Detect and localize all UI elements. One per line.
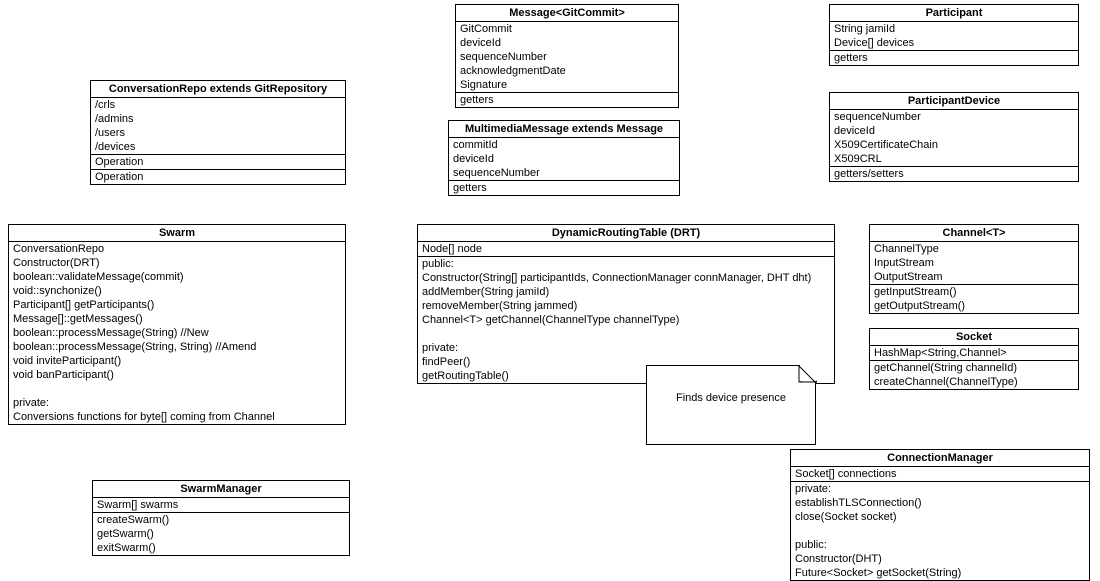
op: getters/setters: [830, 167, 1078, 181]
row: Constructor(DRT): [9, 256, 345, 270]
op: getters: [456, 93, 678, 107]
row: Participant[] getParticipants(): [9, 298, 345, 312]
class-title: Swarm: [9, 225, 345, 242]
row: [418, 327, 834, 341]
op: getInputStream(): [870, 285, 1078, 299]
row: Channel<T> getChannel(ChannelType channe…: [418, 313, 834, 327]
attr: Node[] node: [418, 242, 834, 256]
attr: /users: [91, 126, 345, 140]
class-title: Socket: [870, 329, 1078, 346]
class-multimedia-message: MultimediaMessage extends Message commit…: [448, 120, 680, 196]
note-text: Finds device presence: [647, 366, 815, 412]
row: boolean::processMessage(String) //New: [9, 326, 345, 340]
attr: Socket[] connections: [791, 467, 1089, 481]
row: removeMember(String jammed): [418, 299, 834, 313]
class-socket: Socket HashMap<String,Channel> getChanne…: [869, 328, 1079, 390]
class-connection-manager: ConnectionManager Socket[] connections p…: [790, 449, 1090, 581]
row: private:: [418, 341, 834, 355]
row: void banParticipant(): [9, 368, 345, 382]
op: getters: [449, 181, 679, 195]
attr: String jamiId: [830, 22, 1078, 36]
row: boolean::validateMessage(commit): [9, 270, 345, 284]
attr: ChannelType: [870, 242, 1078, 256]
class-swarm-manager: SwarmManager Swarm[] swarms createSwarm(…: [92, 480, 350, 556]
class-title: DynamicRoutingTable (DRT): [418, 225, 834, 242]
row: void::synchonize(): [9, 284, 345, 298]
class-title: ParticipantDevice: [830, 93, 1078, 110]
class-title: Participant: [830, 5, 1078, 22]
attr: InputStream: [870, 256, 1078, 270]
class-title: Message<GitCommit>: [456, 5, 678, 22]
row: [9, 382, 345, 396]
row: Conversions functions for byte[] coming …: [9, 410, 345, 424]
class-title: ConversationRepo extends GitRepository: [91, 81, 345, 98]
attr: Swarm[] swarms: [93, 498, 349, 512]
row: Constructor(DHT): [791, 552, 1089, 566]
class-channel: Channel<T> ChannelType InputStream Outpu…: [869, 224, 1079, 314]
class-participant: Participant String jamiId Device[] devic…: [829, 4, 1079, 66]
row: addMember(String jamiId): [418, 285, 834, 299]
attr: deviceId: [456, 36, 678, 50]
class-message: Message<GitCommit> GitCommit deviceId se…: [455, 4, 679, 108]
row: close(Socket socket): [791, 510, 1089, 524]
attr: Signature: [456, 78, 678, 92]
attr: HashMap<String,Channel>: [870, 346, 1078, 360]
op: getters: [830, 51, 1078, 65]
attr: Device[] devices: [830, 36, 1078, 50]
row: Message[]::getMessages(): [9, 312, 345, 326]
attr: /devices: [91, 140, 345, 154]
cm-body: private:establishTLSConnection()close(So…: [791, 482, 1089, 580]
row: ConversationRepo: [9, 242, 345, 256]
swarm-body: ConversationRepoConstructor(DRT)boolean:…: [9, 242, 345, 424]
row: Constructor(String[] participantIds, Con…: [418, 271, 834, 285]
op: createChannel(ChannelType): [870, 375, 1078, 389]
attr: /crls: [91, 98, 345, 112]
class-title: ConnectionManager: [791, 450, 1089, 467]
row: public:: [791, 538, 1089, 552]
row: [791, 524, 1089, 538]
note-fold-line-icon: [798, 365, 816, 383]
row: establishTLSConnection(): [791, 496, 1089, 510]
class-swarm: Swarm ConversationRepoConstructor(DRT)bo…: [8, 224, 346, 425]
row: private:: [9, 396, 345, 410]
attr: deviceId: [830, 124, 1078, 138]
uml-note: Finds device presence: [646, 365, 816, 445]
row: Future<Socket> getSocket(String): [791, 566, 1089, 580]
op: getSwarm(): [93, 527, 349, 541]
row: void inviteParticipant(): [9, 354, 345, 368]
attr: /admins: [91, 112, 345, 126]
op: createSwarm(): [93, 513, 349, 527]
attr: sequenceNumber: [449, 166, 679, 180]
class-title: SwarmManager: [93, 481, 349, 498]
attr: commitId: [449, 138, 679, 152]
op: exitSwarm(): [93, 541, 349, 555]
op: Operation: [91, 170, 345, 184]
attr: sequenceNumber: [456, 50, 678, 64]
attr: X509CRL: [830, 152, 1078, 166]
attr: acknowledgmentDate: [456, 64, 678, 78]
class-participant-device: ParticipantDevice sequenceNumber deviceI…: [829, 92, 1079, 182]
class-drt: DynamicRoutingTable (DRT) Node[] node pu…: [417, 224, 835, 384]
attr: GitCommit: [456, 22, 678, 36]
attr: OutputStream: [870, 270, 1078, 284]
op: getOutputStream(): [870, 299, 1078, 313]
attr: sequenceNumber: [830, 110, 1078, 124]
op: getChannel(String channelId): [870, 361, 1078, 375]
attr: deviceId: [449, 152, 679, 166]
class-conversation-repo: ConversationRepo extends GitRepository /…: [90, 80, 346, 185]
row: boolean::processMessage(String, String) …: [9, 340, 345, 354]
row: public:: [418, 257, 834, 271]
op: Operation: [91, 155, 345, 169]
class-title: MultimediaMessage extends Message: [449, 121, 679, 138]
class-title: Channel<T>: [870, 225, 1078, 242]
attr: X509CertificateChain: [830, 138, 1078, 152]
row: private:: [791, 482, 1089, 496]
